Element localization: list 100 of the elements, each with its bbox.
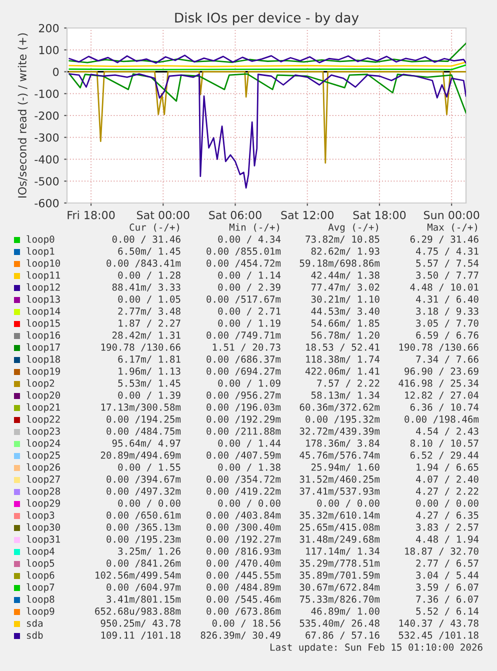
text: 44.53m/ 3.40 [311,308,380,316]
text: Last update: Sun Feb 15 01:10:00 2026 [270,643,482,653]
text: 0.00 / 2.39 [218,284,280,292]
legend-label: loop25 [26,451,60,461]
text: 0.00 /650.61m [106,512,181,520]
x-tick-label: Sat 06:00 [209,210,262,220]
text: 0.00 /194.25m [106,416,181,424]
legend-label: loop18 [26,355,60,365]
legend-label: loop16 [26,331,60,341]
y-tick-label: 0 [53,68,59,76]
x-tick-label: Sat 12:00 [281,210,334,220]
text: 3.25m/ 1.26 [118,548,180,556]
y-tick-label: -400 [34,155,59,164]
text: 0.00 /198.46m [404,416,479,424]
text: 58.13m/ 1.34 [311,392,380,400]
legend-label: loop24 [26,439,60,449]
text: 5.57 / 7.54 [416,260,479,268]
text: 535.40m/ 26.48 [300,620,380,628]
text: 60.36m/372.62m [300,404,380,412]
x-tick-label: Sun 00:00 [424,210,480,220]
text: 117.14m/ 1.34 [306,548,380,556]
text: 0.00 /484.89m [206,584,281,592]
text: 56.78m/ 1.20 [311,332,380,340]
text: 0.00 /419.22m [206,488,281,496]
text: 0.00 /196.03m [206,404,281,412]
x-tick-label: Sat 18:00 [353,210,406,220]
text: 0.00 /407.59m [206,452,281,460]
text: 31.48m/249.68m [300,536,380,544]
legend-label: loop2 [26,379,54,389]
text: 4.27 / 6.35 [416,512,478,520]
text: 20.89m/494.69m [100,452,181,460]
text: 950.25m/ 43.78 [100,620,180,628]
text: 0.00 / 1.09 [218,380,280,388]
legend-label: loop7 [26,583,54,593]
text: 2.77 / 6.57 [416,560,478,568]
legend-label: loop21 [26,403,60,413]
legend-label: sda [26,619,42,627]
text: 75.33m/826.70m [300,596,380,604]
text: 0.00 /470.40m [206,560,281,568]
text: 0.00 / 0.00 [118,500,180,508]
text: 0.00 /604.97m [106,584,181,592]
text: 0.00 / 31.46 [112,236,180,244]
text: 0.00 / 18.56 [212,620,280,628]
text: 0.00 / 0.00 [317,500,380,508]
text: 0.00 /192.27m [206,536,281,544]
text: 190.78 /130.66 [101,344,180,352]
text: 67.86 / 57.16 [306,632,380,640]
y-tick-label: -100 [34,90,59,98]
legend-label: loop0 [26,235,54,245]
text: 0.00 / 1.14 [218,272,281,280]
line-series [68,42,466,64]
text: 88.41m/ 3.33 [112,284,180,292]
text: 37.41m/537.93m [300,488,380,496]
text: 0.00 /956.27m [206,392,281,400]
text: 0.00 /195.32m [306,416,380,424]
y-tick-label: -200 [34,111,59,120]
text: 6.52 / 29.44 [410,452,479,460]
text: 0.00 / 1.44 [218,440,281,448]
text: 3.59 / 6.07 [416,584,478,592]
text: 0.00 /545.46m [206,596,281,604]
text: 35.89m/701.59m [300,572,380,580]
x-tick-label: Fri 18:00 [68,210,115,220]
text: 3.83 / 2.57 [416,524,478,532]
text: 0.00 / 1.28 [118,272,180,280]
text: 17.13m/300.58m [101,404,181,412]
text: 1.94 / 6.65 [416,464,478,472]
text: 31.52m/460.25m [300,476,380,484]
text: 2.77m/ 3.48 [118,308,180,316]
text: 0.00 /484.75m [106,428,181,436]
text: Max (-/+) [427,223,478,232]
legend-label: loop5 [26,559,54,569]
text: 0.00 / 0.00 [218,500,280,508]
text: 4.07 / 2.40 [416,476,478,484]
text: 30.67m/672.84m [300,584,380,592]
legend-label: sdb [26,631,43,639]
text: 6.50m/ 1.45 [118,248,180,256]
text: 6.29 / 31.46 [410,236,478,244]
text: 0.00 /454.72m [206,260,281,268]
text: 6.17m/ 1.81 [118,356,180,364]
text: 18.87 / 32.70 [405,548,478,556]
text: 28.42m/ 1.31 [112,332,180,340]
text: 416.98 / 25.34 [398,380,479,388]
y-tick-label: -300 [34,133,59,142]
text: 0.00 /497.32m [106,488,181,496]
text: 0.00 /195.23m [106,536,181,544]
legend-label: loop3 [26,511,54,521]
line-series [68,71,466,164]
text: 652.68u/983.88m [95,608,181,616]
text: 4.75 / 4.31 [416,248,478,256]
text: 12.82 / 27.04 [405,392,479,400]
y-tick-label: 200 [38,24,59,32]
text: 0.00 / 4.34 [218,236,281,244]
text: 46.89m/ 1.00 [311,608,380,616]
text: 0.00 /365.13m [106,524,181,532]
text: 7.34 / 7.66 [416,356,478,364]
text: 6.59 / 6.76 [416,332,478,340]
text: 3.41m/801.15m [106,596,181,604]
text: Cur (-/+) [130,223,180,232]
text: 4.27 / 2.22 [416,488,478,496]
line-series [68,73,466,189]
